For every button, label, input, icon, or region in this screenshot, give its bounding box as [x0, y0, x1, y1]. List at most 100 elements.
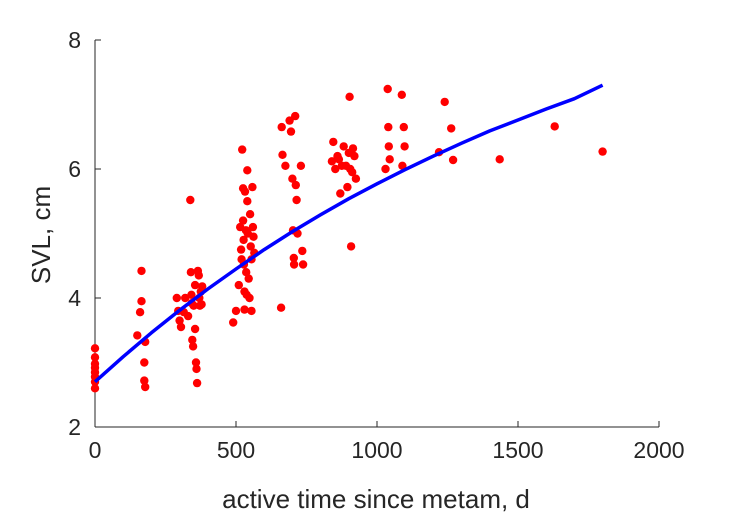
- data-point: [288, 174, 297, 183]
- data-point: [286, 127, 296, 136]
- data-point: [399, 122, 408, 132]
- data-point: [281, 161, 290, 170]
- data-point: [336, 189, 345, 198]
- data-point: [137, 266, 146, 276]
- data-point: [383, 84, 392, 94]
- data-point: [229, 318, 238, 327]
- x-tick-label: 2000: [633, 437, 684, 463]
- data-point: [334, 155, 344, 164]
- data-point: [245, 210, 255, 219]
- data-point: [186, 195, 195, 205]
- data-points: [90, 84, 607, 393]
- data-point: [198, 282, 207, 291]
- data-point: [298, 246, 307, 256]
- y-tick-label: 2: [68, 414, 81, 440]
- data-point: [236, 245, 246, 254]
- data-point: [238, 216, 248, 225]
- data-point: [238, 145, 247, 154]
- data-point: [248, 182, 257, 192]
- data-point: [189, 301, 198, 310]
- data-point: [175, 316, 184, 325]
- data-point: [278, 150, 287, 159]
- data-point: [343, 182, 352, 192]
- data-point: [398, 161, 407, 170]
- data-point: [194, 271, 203, 280]
- data-point: [277, 122, 286, 132]
- x-tick-label: 1000: [351, 437, 402, 463]
- data-point: [140, 358, 149, 367]
- y-axis-label: SVL, cm: [26, 186, 56, 284]
- data-point: [327, 157, 337, 166]
- data-point: [90, 353, 100, 362]
- data-point: [598, 147, 607, 156]
- data-point: [172, 293, 181, 303]
- data-point: [183, 311, 193, 321]
- data-point: [385, 155, 394, 164]
- data-point: [248, 222, 258, 232]
- data-point: [239, 235, 248, 245]
- data-point: [133, 331, 142, 340]
- x-tick-label: 0: [89, 437, 102, 463]
- data-point: [495, 155, 504, 164]
- data-point: [244, 274, 253, 283]
- data-point: [384, 122, 393, 132]
- x-tick-label: 500: [217, 437, 255, 463]
- data-point: [176, 322, 186, 332]
- data-point: [447, 124, 456, 133]
- data-point: [384, 142, 393, 151]
- data-point: [285, 116, 294, 125]
- fit-curve-group: [93, 83, 604, 384]
- y-tick-label: 6: [68, 156, 81, 182]
- data-point: [243, 197, 252, 206]
- data-point: [339, 142, 348, 151]
- data-point: [440, 97, 449, 107]
- data-point: [240, 187, 250, 196]
- data-point: [292, 195, 301, 205]
- data-point: [247, 306, 256, 316]
- data-point: [291, 111, 300, 121]
- data-point: [135, 308, 145, 317]
- data-point: [289, 253, 298, 263]
- data-point: [181, 293, 190, 303]
- y-tick-label: 4: [68, 285, 81, 311]
- data-point: [245, 293, 254, 303]
- data-point: [351, 174, 361, 183]
- data-point: [90, 384, 100, 393]
- data-point: [192, 378, 202, 388]
- y-axis-ticks: 2 4 6 8: [68, 27, 101, 440]
- x-tick-label: 1500: [492, 437, 543, 463]
- data-point: [348, 144, 358, 153]
- data-point: [350, 151, 359, 161]
- data-point: [240, 305, 249, 314]
- data-point: [345, 92, 354, 102]
- data-point: [397, 90, 406, 100]
- data-point: [234, 280, 243, 290]
- y-tick-label: 8: [68, 27, 81, 53]
- data-point: [448, 155, 458, 165]
- data-point: [331, 164, 340, 174]
- data-point: [191, 358, 201, 367]
- data-point: [550, 122, 559, 131]
- data-point: [197, 300, 206, 309]
- data-point: [192, 364, 201, 374]
- data-point: [246, 242, 255, 251]
- x-axis-label: active time since metam, d: [222, 484, 530, 514]
- fit-curve: [93, 83, 604, 384]
- x-axis-ticks: 0 500 1000 1500 2000: [89, 421, 685, 463]
- data-point: [187, 290, 196, 299]
- data-point: [348, 168, 357, 177]
- data-point: [188, 342, 198, 351]
- data-point: [190, 280, 200, 290]
- data-point: [329, 137, 338, 147]
- data-point: [276, 303, 286, 312]
- data-point: [298, 260, 308, 269]
- data-point: [90, 344, 100, 353]
- data-point: [231, 306, 241, 316]
- data-point: [289, 260, 299, 269]
- data-point: [243, 166, 252, 175]
- data-point: [190, 324, 200, 334]
- data-point: [188, 335, 197, 345]
- data-point: [186, 268, 196, 277]
- data-point: [381, 164, 390, 174]
